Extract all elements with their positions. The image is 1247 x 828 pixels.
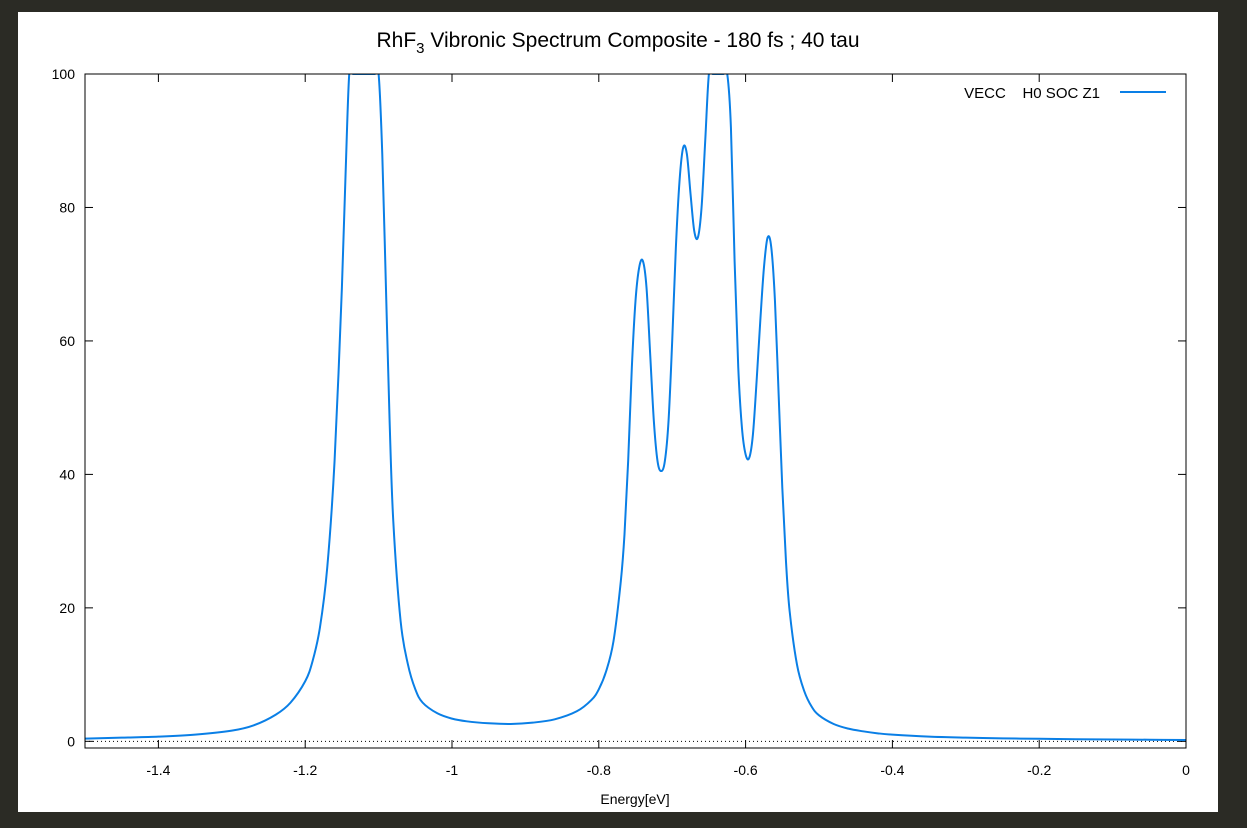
series-line — [85, 74, 1186, 741]
chart: RhF3 Vibronic Spectrum Composite - 180 f… — [52, 29, 1190, 807]
legend: VECC H0 SOC Z1 — [964, 85, 1166, 102]
x-tick-label: -0.8 — [587, 762, 611, 778]
x-tick-label: -1.4 — [146, 762, 170, 778]
y-axis-ticks: 0 20 40 60 80 100 — [52, 66, 1186, 749]
plot-panel: RhF3 Vibronic Spectrum Composite - 180 f… — [18, 12, 1218, 812]
x-tick-label: -0.2 — [1027, 762, 1051, 778]
y-tick-label: 20 — [59, 600, 75, 616]
x-axis-ticks: -1.4 -1.2 -1 -0.8 -0.6 -0.4 -0.2 0 — [146, 74, 1190, 778]
y-tick-label: 0 — [67, 733, 75, 749]
x-tick-label: -1.2 — [293, 762, 317, 778]
y-tick-label: 40 — [59, 466, 75, 482]
x-tick-label: -1 — [446, 762, 459, 778]
chart-title-subscript: 3 — [416, 40, 424, 57]
x-tick-label: -0.6 — [734, 762, 758, 778]
plot-frame — [84, 73, 1187, 749]
y-tick-label: 60 — [59, 333, 75, 349]
y-tick-label: 80 — [59, 199, 75, 215]
chart-title: RhF3 Vibronic Spectrum Composite - 180 f… — [376, 29, 859, 57]
x-axis-label: Energy[eV] — [600, 791, 669, 807]
legend-label: VECC H0 SOC Z1 — [964, 85, 1100, 102]
series-group — [85, 74, 1186, 741]
y-tick-label: 100 — [52, 66, 76, 82]
x-tick-label: -0.4 — [880, 762, 904, 778]
x-tick-label: 0 — [1182, 762, 1190, 778]
